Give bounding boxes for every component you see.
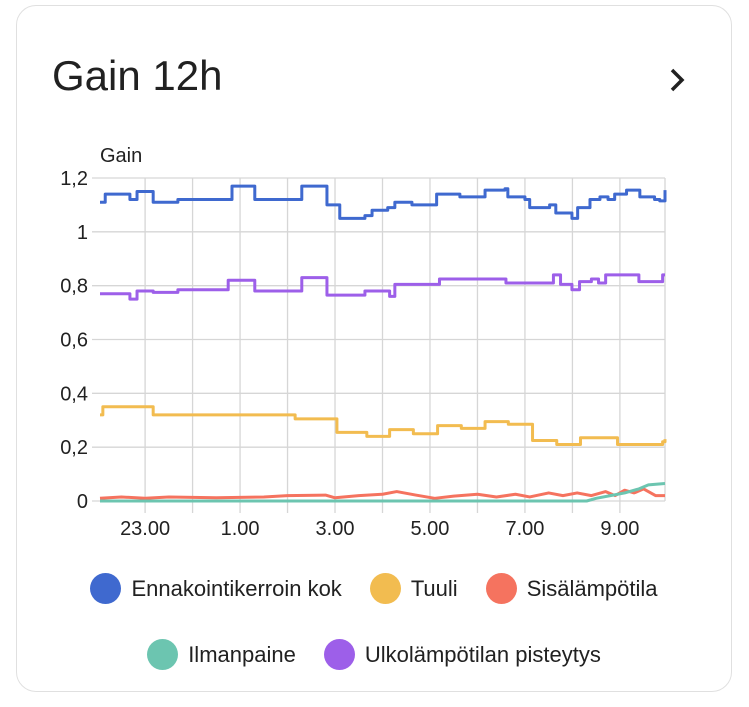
y-tick-label: 1 (77, 222, 88, 244)
card-title: Gain 12h (52, 52, 223, 99)
y-tick-label: 0,6 (60, 330, 88, 352)
series-line-ulkol-mp-tilan-pisteytys (100, 273, 665, 301)
legend-item[interactable]: Ulkolämpötilan pisteytys (323, 639, 601, 670)
series-line-ilmanpaine (100, 482, 666, 503)
series-line-ennakointikerroin-kok (100, 184, 667, 220)
legend-color-dot (147, 639, 179, 670)
chevron-right-icon[interactable] (664, 62, 692, 98)
legend-label: Ulkolämpötilan pisteytys (364, 641, 601, 667)
x-tick-label: 1.00 (221, 518, 260, 540)
legend-row-1: Ennakointikerroin kok Tuuli Sisälämpötila (16, 573, 732, 604)
legend-color-dot (369, 573, 401, 604)
x-tick-label: 23.00 (120, 518, 170, 540)
y-tick-label: 0,8 (60, 276, 88, 298)
x-tick-label: 7.00 (505, 518, 544, 540)
x-tick-label: 5.00 (411, 518, 450, 540)
x-tick-label: 9.00 (600, 518, 639, 540)
legend-label: Ennakointikerroin kok (131, 575, 342, 601)
line-chart: Gain 0 0,2 0,4 0,6 0,8 1 1,2 23.00 1.00 3.00 5.00 7… (60, 145, 667, 540)
y-axis-label: Gain (100, 145, 142, 167)
y-tick-label: 0 (77, 491, 88, 513)
legend-color-dot (485, 573, 517, 604)
y-tick-label: 0,4 (60, 383, 88, 405)
legend-label: Ilmanpaine (188, 641, 296, 667)
legend-item[interactable]: Ilmanpaine (147, 639, 296, 670)
series-line-tuuli (100, 405, 667, 446)
legend-color-dot (323, 639, 355, 670)
y-tick-label: 0,2 (60, 437, 88, 459)
legend-label: Tuuli (410, 575, 458, 601)
legend-label: Sisälämpötila (526, 575, 658, 601)
legend-item[interactable]: Sisälämpötila (485, 573, 658, 604)
legend-color-dot (90, 573, 122, 604)
legend-item[interactable]: Ennakointikerroin kok (90, 573, 342, 604)
y-tick-label: 1,2 (60, 168, 88, 190)
legend-item[interactable]: Tuuli (369, 573, 458, 604)
x-tick-label: 3.00 (316, 518, 355, 540)
legend-row-2: Ilmanpaine Ulkolämpötilan pisteytys (16, 639, 732, 670)
